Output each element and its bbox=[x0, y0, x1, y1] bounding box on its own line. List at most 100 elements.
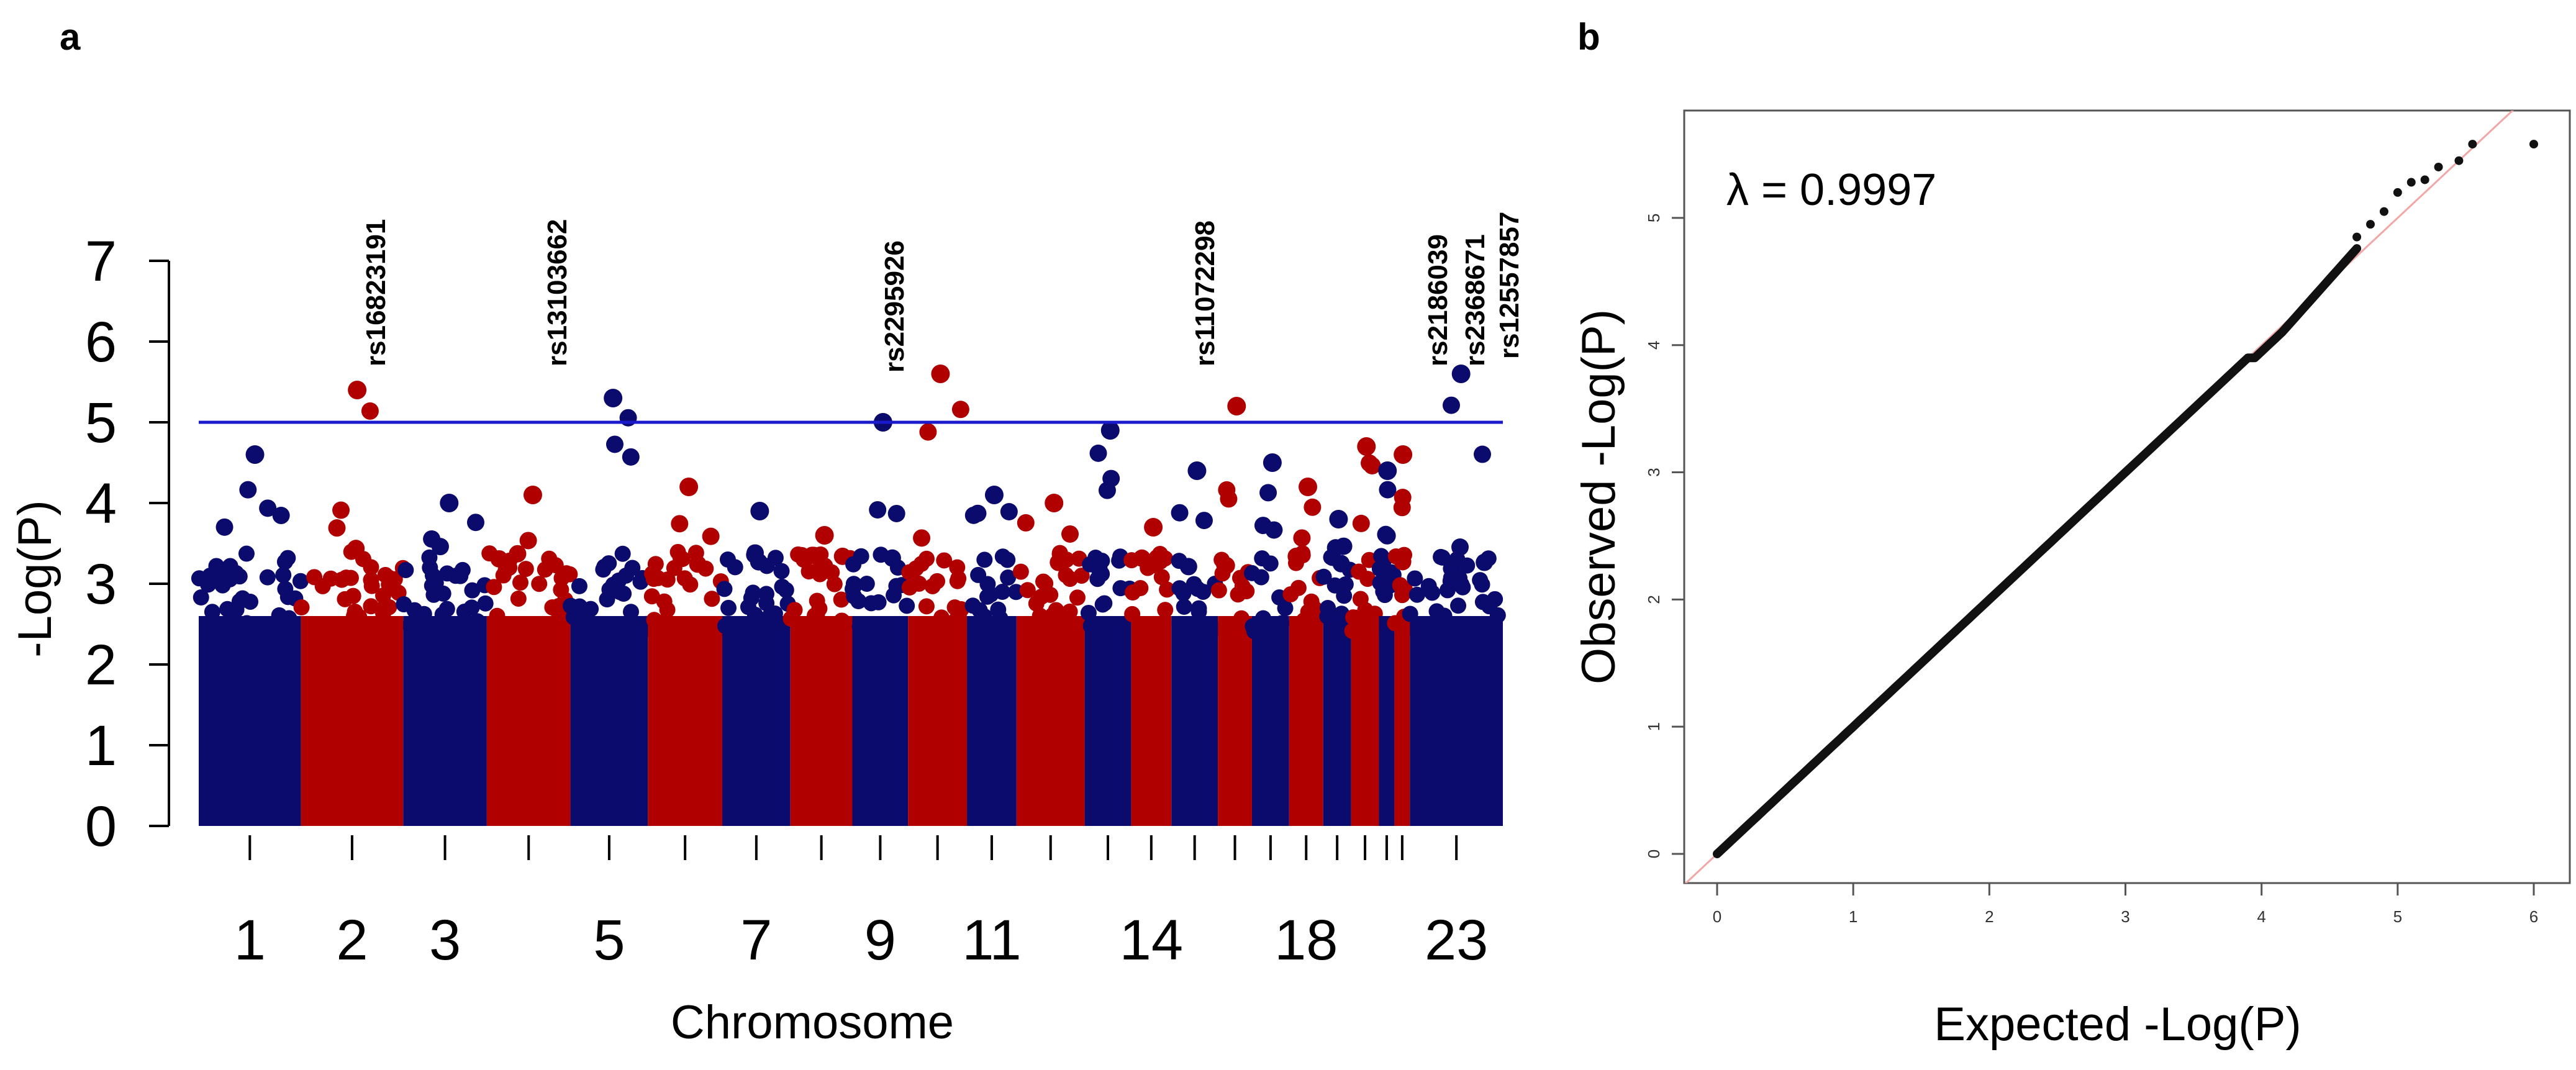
x-tick-label-chr-11: 11 bbox=[962, 909, 1022, 972]
snp-point bbox=[328, 519, 346, 537]
snp-point bbox=[671, 515, 689, 533]
snp-point bbox=[547, 557, 564, 574]
qq-point bbox=[2434, 162, 2443, 171]
qq-x-axis-title: Expected -Log(P) bbox=[1934, 998, 2301, 1051]
snp-point bbox=[325, 623, 342, 640]
snp-point bbox=[1439, 582, 1456, 599]
snp-point bbox=[1304, 608, 1320, 625]
snp-point bbox=[466, 514, 484, 532]
qq-point bbox=[2406, 178, 2416, 187]
snp-point bbox=[850, 592, 867, 609]
snp-point bbox=[704, 591, 720, 607]
y-tick-label: 7 bbox=[85, 230, 117, 293]
snp-point bbox=[1061, 525, 1079, 543]
x-tick-label-chr-5: 5 bbox=[593, 909, 625, 972]
chromosome-12-dense-band bbox=[1016, 616, 1085, 826]
chromosome-22-dense-band bbox=[1394, 616, 1410, 826]
chromosome-9-dense-band bbox=[852, 616, 909, 826]
snp-point bbox=[1408, 586, 1425, 603]
snp-point bbox=[1058, 567, 1074, 584]
snp-point bbox=[1245, 618, 1261, 635]
snp-point bbox=[1189, 581, 1206, 597]
snp-label-rs2295926: rs2295926 bbox=[879, 240, 910, 373]
chromosome-16-dense-band bbox=[1218, 616, 1252, 826]
chromosome-6-top-snp bbox=[679, 478, 699, 496]
snp-point bbox=[1352, 514, 1370, 532]
snp-point bbox=[689, 555, 707, 573]
snp-point bbox=[1017, 514, 1035, 532]
snp-point bbox=[1407, 570, 1423, 587]
snp-point bbox=[901, 564, 918, 581]
panel-b-letter: b bbox=[1577, 16, 1600, 58]
snp-point bbox=[1265, 521, 1283, 539]
snp-point bbox=[314, 578, 331, 594]
snp-point bbox=[1282, 586, 1299, 602]
x-tick-label-chr-7: 7 bbox=[740, 909, 772, 972]
snp-point bbox=[421, 549, 438, 566]
chromosome-13-top-snp bbox=[1100, 421, 1120, 440]
snp-point bbox=[618, 567, 635, 584]
x-tick-label-chr-9: 9 bbox=[864, 909, 896, 972]
snp-point bbox=[1454, 579, 1471, 596]
snp-point bbox=[924, 578, 941, 594]
snp-point bbox=[347, 540, 365, 558]
snp-point bbox=[553, 581, 569, 598]
snp-point bbox=[1089, 444, 1107, 462]
snp-point bbox=[833, 591, 850, 608]
snp-point bbox=[851, 618, 868, 635]
qq-x-tick-label: 0 bbox=[1713, 907, 1721, 926]
snp-point bbox=[1254, 550, 1271, 567]
snp-point bbox=[338, 569, 355, 586]
chromosome-23-top-snp bbox=[1451, 365, 1471, 383]
snp-point bbox=[659, 571, 676, 588]
qq-expected-line bbox=[1684, 111, 2515, 883]
manhattan-y-axis-title: -Log(P) bbox=[9, 500, 61, 657]
snp-point bbox=[601, 581, 618, 598]
qq-y-tick-label: 5 bbox=[1644, 214, 1663, 222]
snp-point bbox=[1082, 617, 1099, 634]
chromosome-15-dense-band bbox=[1171, 616, 1218, 826]
snp-point bbox=[720, 599, 737, 616]
snp-point bbox=[614, 545, 631, 562]
snp-point bbox=[887, 504, 905, 522]
snp-point bbox=[951, 401, 969, 419]
qq-x-tick-label: 4 bbox=[2257, 907, 2265, 926]
manhattan-points bbox=[191, 365, 1506, 826]
qq-y-tick-label: 4 bbox=[1644, 340, 1663, 349]
snp-point bbox=[193, 589, 209, 606]
snp-point bbox=[438, 601, 455, 617]
chromosome-6-dense-band bbox=[648, 616, 722, 826]
snp-point bbox=[361, 402, 379, 420]
snp-point bbox=[1080, 604, 1097, 621]
snp-point bbox=[845, 576, 862, 592]
snp-point bbox=[332, 501, 350, 519]
x-tick-label-chr-18: 18 bbox=[1274, 909, 1338, 972]
qq-point bbox=[2352, 232, 2362, 242]
snp-point bbox=[622, 604, 639, 620]
snp-point bbox=[1303, 593, 1320, 610]
snp-point bbox=[999, 551, 1016, 568]
snp-label-rs11072298: rs11072298 bbox=[1190, 220, 1220, 366]
snp-point bbox=[238, 545, 255, 562]
chromosome-19-points bbox=[1315, 510, 1358, 826]
snp-point bbox=[833, 612, 850, 629]
snp-point bbox=[1000, 503, 1018, 521]
snp-point bbox=[807, 607, 823, 624]
snp-point bbox=[1453, 623, 1470, 640]
qq-point bbox=[2379, 207, 2388, 216]
snp-point bbox=[1327, 577, 1343, 594]
snp-point bbox=[406, 602, 423, 619]
snp-point bbox=[1033, 588, 1050, 605]
snp-point bbox=[1089, 571, 1106, 587]
x-tick-label-chr-2: 2 bbox=[336, 909, 368, 972]
snp-point bbox=[792, 546, 810, 564]
snp-point bbox=[1474, 594, 1491, 610]
snp-point bbox=[386, 571, 403, 587]
chromosome-6-points bbox=[643, 478, 729, 826]
snp-point bbox=[913, 529, 931, 547]
chromosome-10-top-snp bbox=[931, 365, 950, 383]
snp-point bbox=[702, 527, 720, 545]
snp-point bbox=[1124, 605, 1141, 622]
chromosome-15-points bbox=[1171, 461, 1223, 826]
snp-point bbox=[1190, 600, 1207, 617]
